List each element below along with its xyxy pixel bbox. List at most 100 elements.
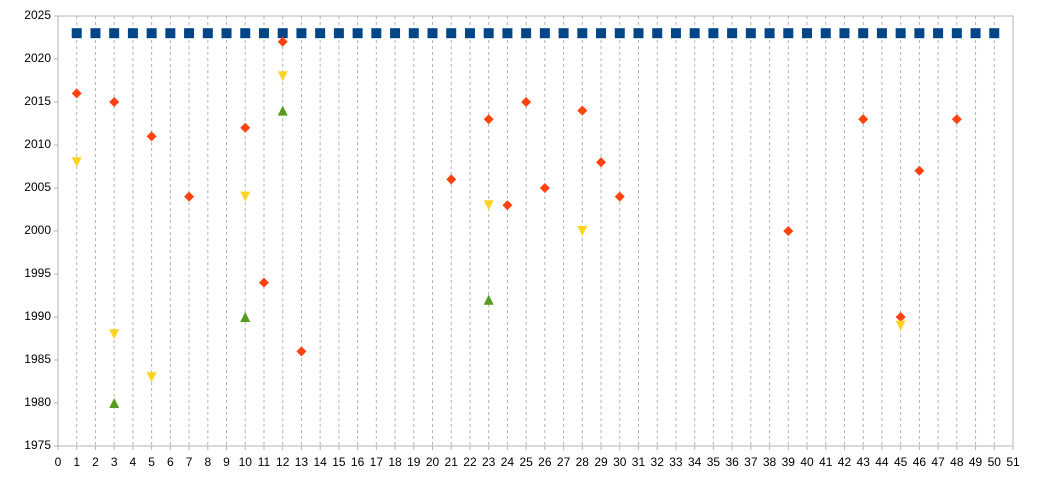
x-tick-label: 31 xyxy=(632,455,646,469)
marker xyxy=(146,131,157,142)
x-tick-label: 0 xyxy=(55,455,62,469)
marker xyxy=(333,28,344,39)
marker xyxy=(839,28,850,39)
marker xyxy=(577,28,588,39)
x-tick-label: 35 xyxy=(707,455,721,469)
marker xyxy=(483,114,494,125)
x-tick-label: 38 xyxy=(763,455,777,469)
marker xyxy=(146,28,157,39)
marker xyxy=(951,28,962,39)
x-tick-label: 50 xyxy=(988,455,1002,469)
marker xyxy=(708,28,719,39)
x-tick-label: 21 xyxy=(445,455,459,469)
marker xyxy=(783,28,794,39)
marker xyxy=(820,28,831,39)
marker xyxy=(895,320,906,331)
marker xyxy=(858,28,869,39)
marker xyxy=(71,28,82,39)
marker xyxy=(446,174,457,185)
x-tick-label: 6 xyxy=(167,455,174,469)
y-tick-label: 2015 xyxy=(24,94,51,108)
x-tick-label: 5 xyxy=(148,455,155,469)
y-tick-label: 2000 xyxy=(24,223,51,237)
marker xyxy=(727,28,738,39)
marker xyxy=(221,28,232,39)
y-tick-label: 2010 xyxy=(24,137,51,151)
x-tick-label: 41 xyxy=(819,455,833,469)
marker xyxy=(670,28,681,39)
marker xyxy=(745,28,756,39)
marker xyxy=(315,28,326,39)
marker xyxy=(689,28,700,39)
marker xyxy=(483,294,494,305)
marker xyxy=(127,28,138,39)
marker xyxy=(258,277,269,288)
marker xyxy=(558,28,569,39)
x-tick-label: 49 xyxy=(969,455,983,469)
marker xyxy=(109,329,120,340)
marker xyxy=(858,114,869,125)
plot-border xyxy=(57,15,1014,447)
x-tick-label: 39 xyxy=(782,455,796,469)
x-tick-label: 43 xyxy=(857,455,871,469)
x-tick-label: 42 xyxy=(838,455,852,469)
marker xyxy=(951,114,962,125)
x-tick-label: 48 xyxy=(950,455,964,469)
marker xyxy=(352,28,363,39)
marker xyxy=(914,28,925,39)
marker xyxy=(277,105,288,116)
marker xyxy=(109,28,120,39)
marker xyxy=(577,105,588,116)
marker xyxy=(464,28,475,39)
marker xyxy=(502,28,513,39)
marker xyxy=(614,191,625,202)
marker xyxy=(614,28,625,39)
marker xyxy=(539,28,550,39)
marker xyxy=(970,28,981,39)
marker xyxy=(277,36,288,47)
marker xyxy=(71,157,82,168)
marker xyxy=(895,28,906,39)
x-tick-label: 51 xyxy=(1006,455,1020,469)
marker xyxy=(184,28,195,39)
marker xyxy=(277,28,288,39)
marker xyxy=(71,88,82,99)
x-tick-label: 1 xyxy=(73,455,80,469)
x-tick-label: 28 xyxy=(576,455,590,469)
x-tick-label: 19 xyxy=(407,455,421,469)
marker xyxy=(296,28,307,39)
x-tick-label: 17 xyxy=(370,455,384,469)
x-tick-label: 14 xyxy=(313,455,327,469)
marker xyxy=(390,28,401,39)
y-tick-label: 2020 xyxy=(24,51,51,65)
marker xyxy=(802,28,813,39)
x-tick-label: 24 xyxy=(501,455,515,469)
marker xyxy=(783,226,794,236)
marker xyxy=(90,28,101,39)
y-tick-label: 1975 xyxy=(24,438,51,452)
marker xyxy=(240,122,251,133)
x-tick-label: 34 xyxy=(688,455,702,469)
marker xyxy=(577,226,588,236)
x-tick-label: 13 xyxy=(295,455,309,469)
x-tick-label: 44 xyxy=(875,455,889,469)
x-tick-label: 12 xyxy=(276,455,290,469)
marker xyxy=(240,312,251,322)
marker xyxy=(109,398,120,408)
x-tick-label: 45 xyxy=(894,455,908,469)
marker xyxy=(521,28,532,39)
marker xyxy=(146,372,157,383)
x-tick-label: 36 xyxy=(725,455,739,469)
x-tick-label: 30 xyxy=(613,455,627,469)
marker xyxy=(539,183,550,193)
x-tick-label: 18 xyxy=(388,455,402,469)
x-tick-label: 29 xyxy=(594,455,608,469)
y-tick-label: 1980 xyxy=(24,395,51,409)
marker xyxy=(109,97,120,107)
marker xyxy=(483,200,494,211)
x-tick-label: 10 xyxy=(239,455,253,469)
x-tick-label: 23 xyxy=(482,455,496,469)
x-tick-label: 26 xyxy=(538,455,552,469)
x-tick-label: 40 xyxy=(800,455,814,469)
marker xyxy=(408,28,419,39)
